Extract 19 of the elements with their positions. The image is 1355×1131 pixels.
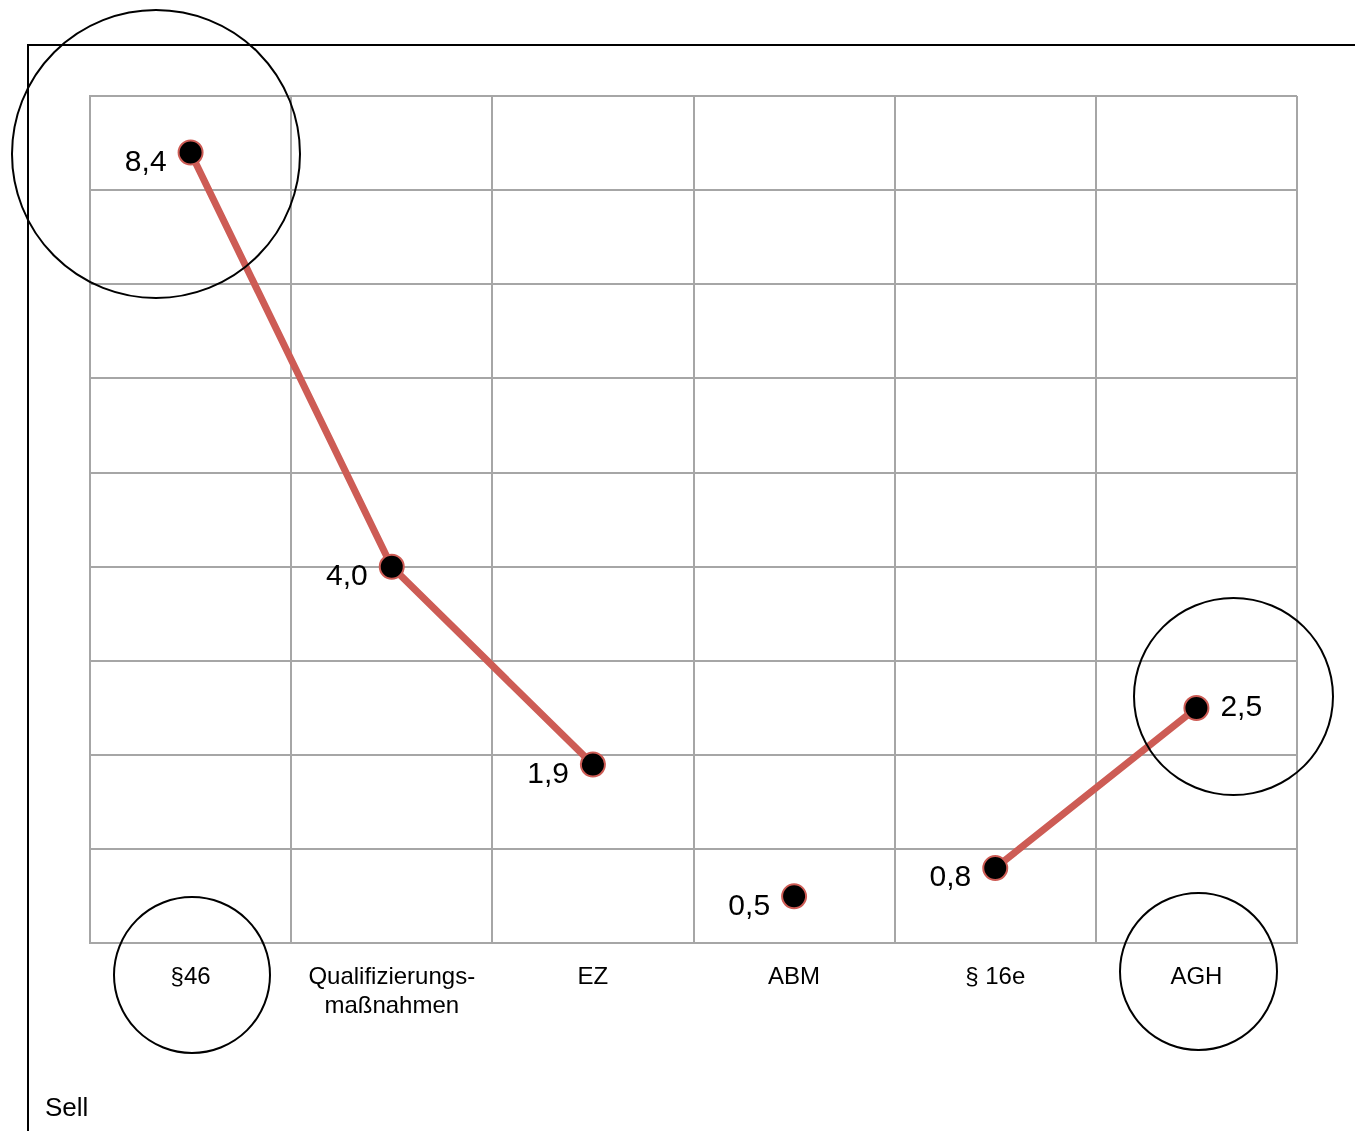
data-label: 1,9 xyxy=(527,755,569,789)
x-tick-label: Qualifizierungs- maßnahmen xyxy=(308,962,476,1019)
x-tick-label: AGH xyxy=(1170,962,1223,990)
data-label: 0,5 xyxy=(728,887,771,921)
point xyxy=(579,751,606,778)
point xyxy=(1183,695,1210,722)
x-tick-label: §46 xyxy=(170,962,211,990)
point xyxy=(177,139,204,166)
x-tick-label: ABM xyxy=(768,962,821,990)
x-tick-label: EZ xyxy=(577,962,609,990)
x-tick-label: § 16e xyxy=(965,962,1026,990)
point xyxy=(982,855,1009,882)
data-label: 4,0 xyxy=(326,558,368,592)
data-label: 0,8 xyxy=(929,859,972,893)
data-label: 2,5 xyxy=(1220,689,1263,723)
text: Sell xyxy=(45,1092,89,1123)
point xyxy=(378,553,405,580)
data-label: 8,4 xyxy=(124,143,167,177)
point xyxy=(781,883,808,910)
